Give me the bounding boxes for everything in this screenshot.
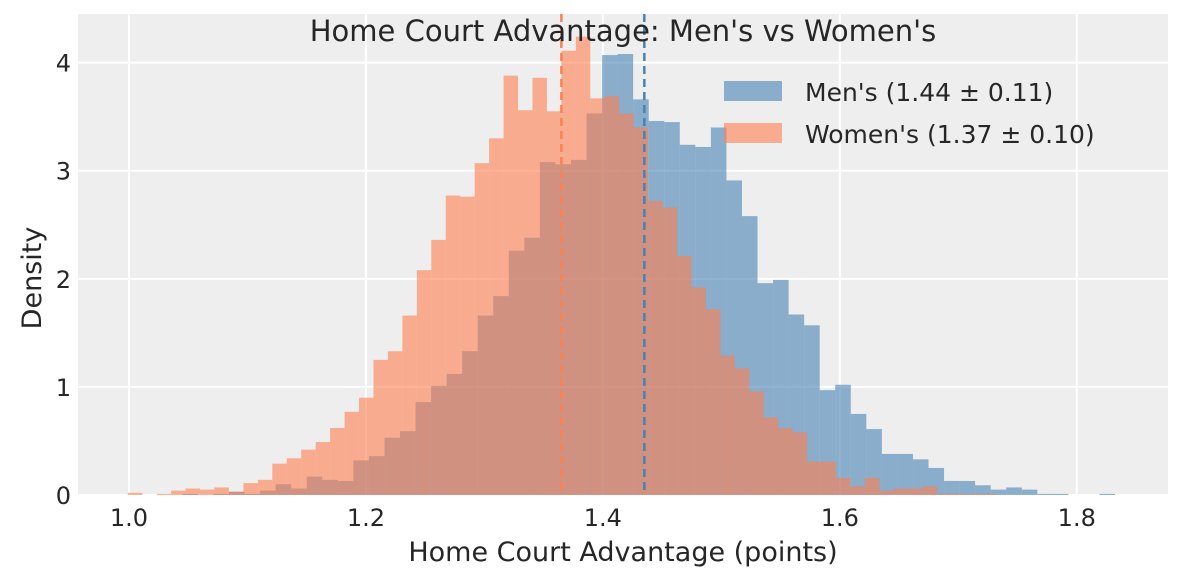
histogram-bar [518,110,533,495]
histogram-bar [792,432,808,495]
legend-label-womens: Women's (1.37 ± 0.10) [805,120,1095,149]
legend-swatch-womens [724,123,782,143]
histogram-bar [778,427,793,495]
histogram-bar [1037,493,1053,495]
chart-title: Home Court Advantage: Men's vs Women's [310,14,936,48]
histogram-bar [546,111,562,496]
histogram-bar [445,195,461,496]
histogram-bar [604,96,620,495]
histogram-bar [980,493,996,495]
histogram-bar [705,309,721,495]
x-tick-label: 1.4 [584,504,622,532]
histogram-bar [763,417,779,495]
histogram-bar [315,442,331,495]
histogram-bar [836,477,851,495]
series-womens [127,36,996,496]
histogram-bar [937,493,952,495]
histogram-bar [127,492,143,495]
histogram-bar [908,488,923,495]
histogram-bar [662,207,678,495]
x-tick-label: 1.0 [110,504,148,532]
histogram-bar [416,270,432,495]
histogram-bar [214,487,229,495]
histogram-bar [359,397,374,495]
histogram-bar [228,491,244,495]
legend: Men's (1.44 ± 0.11) Women's (1.37 ± 0.10… [724,78,1095,149]
histogram-bar [959,480,976,495]
histogram-bar [850,413,867,495]
x-axis-label: Home Court Advantage (points) [408,537,837,568]
histogram-bar [807,461,822,495]
histogram-bar [431,239,446,495]
legend-swatch-mens [724,81,782,101]
mean-lines [560,14,646,495]
y-tick-label: 0 [56,482,71,510]
histogram-bar [373,359,388,495]
histogram-bar [286,458,302,495]
histogram-bar [575,36,591,495]
histogram-bar [402,315,417,495]
y-tick-labels: 0 1 2 3 4 [56,50,71,510]
histogram-bar [590,98,605,495]
histogram-bars [127,36,1116,496]
y-tick-label: 4 [56,50,71,78]
histogram-bar [1099,493,1116,495]
histogram-bar [1006,487,1022,495]
histogram-bar [835,384,851,495]
histogram-bar [850,486,865,495]
histogram-bar [489,138,504,495]
histogram-bar [879,490,894,495]
histogram-bar [532,77,547,495]
histogram-bar [1052,493,1069,495]
histogram-bar [864,477,880,495]
histogram-bar [897,453,913,495]
histogram-bar [171,490,186,495]
y-axis-label: Density [17,227,48,330]
histogram-bar [387,351,403,495]
x-tick-labels: 1.0 1.2 1.4 1.6 1.8 [110,504,1096,532]
histogram-bar [301,449,316,495]
histogram-bar [804,325,820,495]
legend-label-mens: Men's (1.44 ± 0.11) [805,78,1053,107]
histogram-bar [691,287,706,495]
y-tick-label: 1 [56,374,71,402]
x-tick-label: 1.6 [821,504,859,532]
histogram-bar [633,127,649,495]
histogram-bar [648,200,663,496]
histogram-bar [257,479,273,495]
histogram-bar [734,368,750,495]
histogram-bar [272,463,287,495]
histogram-bar [200,489,215,495]
histogram-bar [156,493,172,495]
histogram-bar [951,493,967,495]
histogram-bar [330,427,345,495]
histogram-bar [243,483,258,495]
histogram-bar [944,480,960,495]
y-tick-label: 2 [56,266,71,294]
histogram-bar [881,453,898,495]
x-tick-label: 1.2 [347,504,385,532]
histogram-bar [821,461,837,495]
histogram-bar [185,488,201,495]
histogram-bar [503,75,519,495]
histogram-bar [749,391,764,495]
histogram-bar [922,486,938,495]
histogram-bar [561,50,576,496]
histogram-bar [893,488,909,495]
x-tick-label: 1.8 [1058,504,1096,532]
histogram-bar [966,493,981,495]
histogram-bar [975,485,991,495]
histogram-bar [474,163,490,495]
histogram-bar [1021,489,1038,495]
histogram-bar [912,459,929,495]
y-tick-label: 3 [56,158,71,186]
histogram-bar [677,256,692,495]
histogram-bar [460,196,475,495]
histogram-bar [720,355,735,495]
histogram-bar [344,411,360,495]
histogram-bar [990,489,1007,495]
histogram-bar [619,113,634,496]
